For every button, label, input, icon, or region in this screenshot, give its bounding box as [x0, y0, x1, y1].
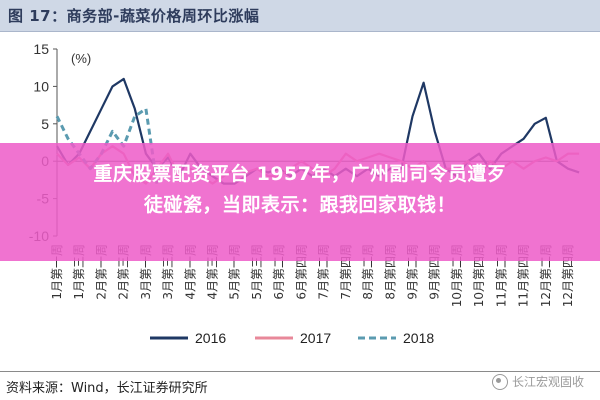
banner-line-1: 重庆股票配资平台 1957年，广州副司令员遭歹	[93, 163, 507, 185]
y-tick-label: 10	[33, 78, 49, 94]
chart-title: 图 17：商务部-蔬菜价格周环比涨幅	[8, 7, 260, 25]
banner-text: 重庆股票配资平台 1957年，广州副司令员遭歹 徒碰瓷，当即表示：跟我回家取钱！	[20, 159, 580, 221]
watermark: 长江宏观固收	[491, 373, 584, 390]
legend-label-2016: 2016	[195, 330, 226, 346]
wechat-icon	[491, 373, 508, 390]
title-bar: 图 17：商务部-蔬菜价格周环比涨幅	[0, 0, 600, 32]
unit-label: (%)	[71, 51, 91, 66]
y-tick-label: 5	[41, 116, 49, 132]
legend-label-2017: 2017	[300, 330, 331, 346]
legend-label-2018: 2018	[403, 330, 434, 346]
banner-line-2: 徒碰瓷，当即表示：跟我回家取钱！	[143, 194, 456, 216]
overlay-banner	[0, 143, 600, 261]
watermark-text: 长江宏观固收	[511, 375, 584, 389]
source-note: 资料来源：Wind，长江证券研究所	[6, 381, 208, 396]
footer-divider	[0, 371, 600, 372]
y-tick-label: 15	[33, 41, 49, 57]
